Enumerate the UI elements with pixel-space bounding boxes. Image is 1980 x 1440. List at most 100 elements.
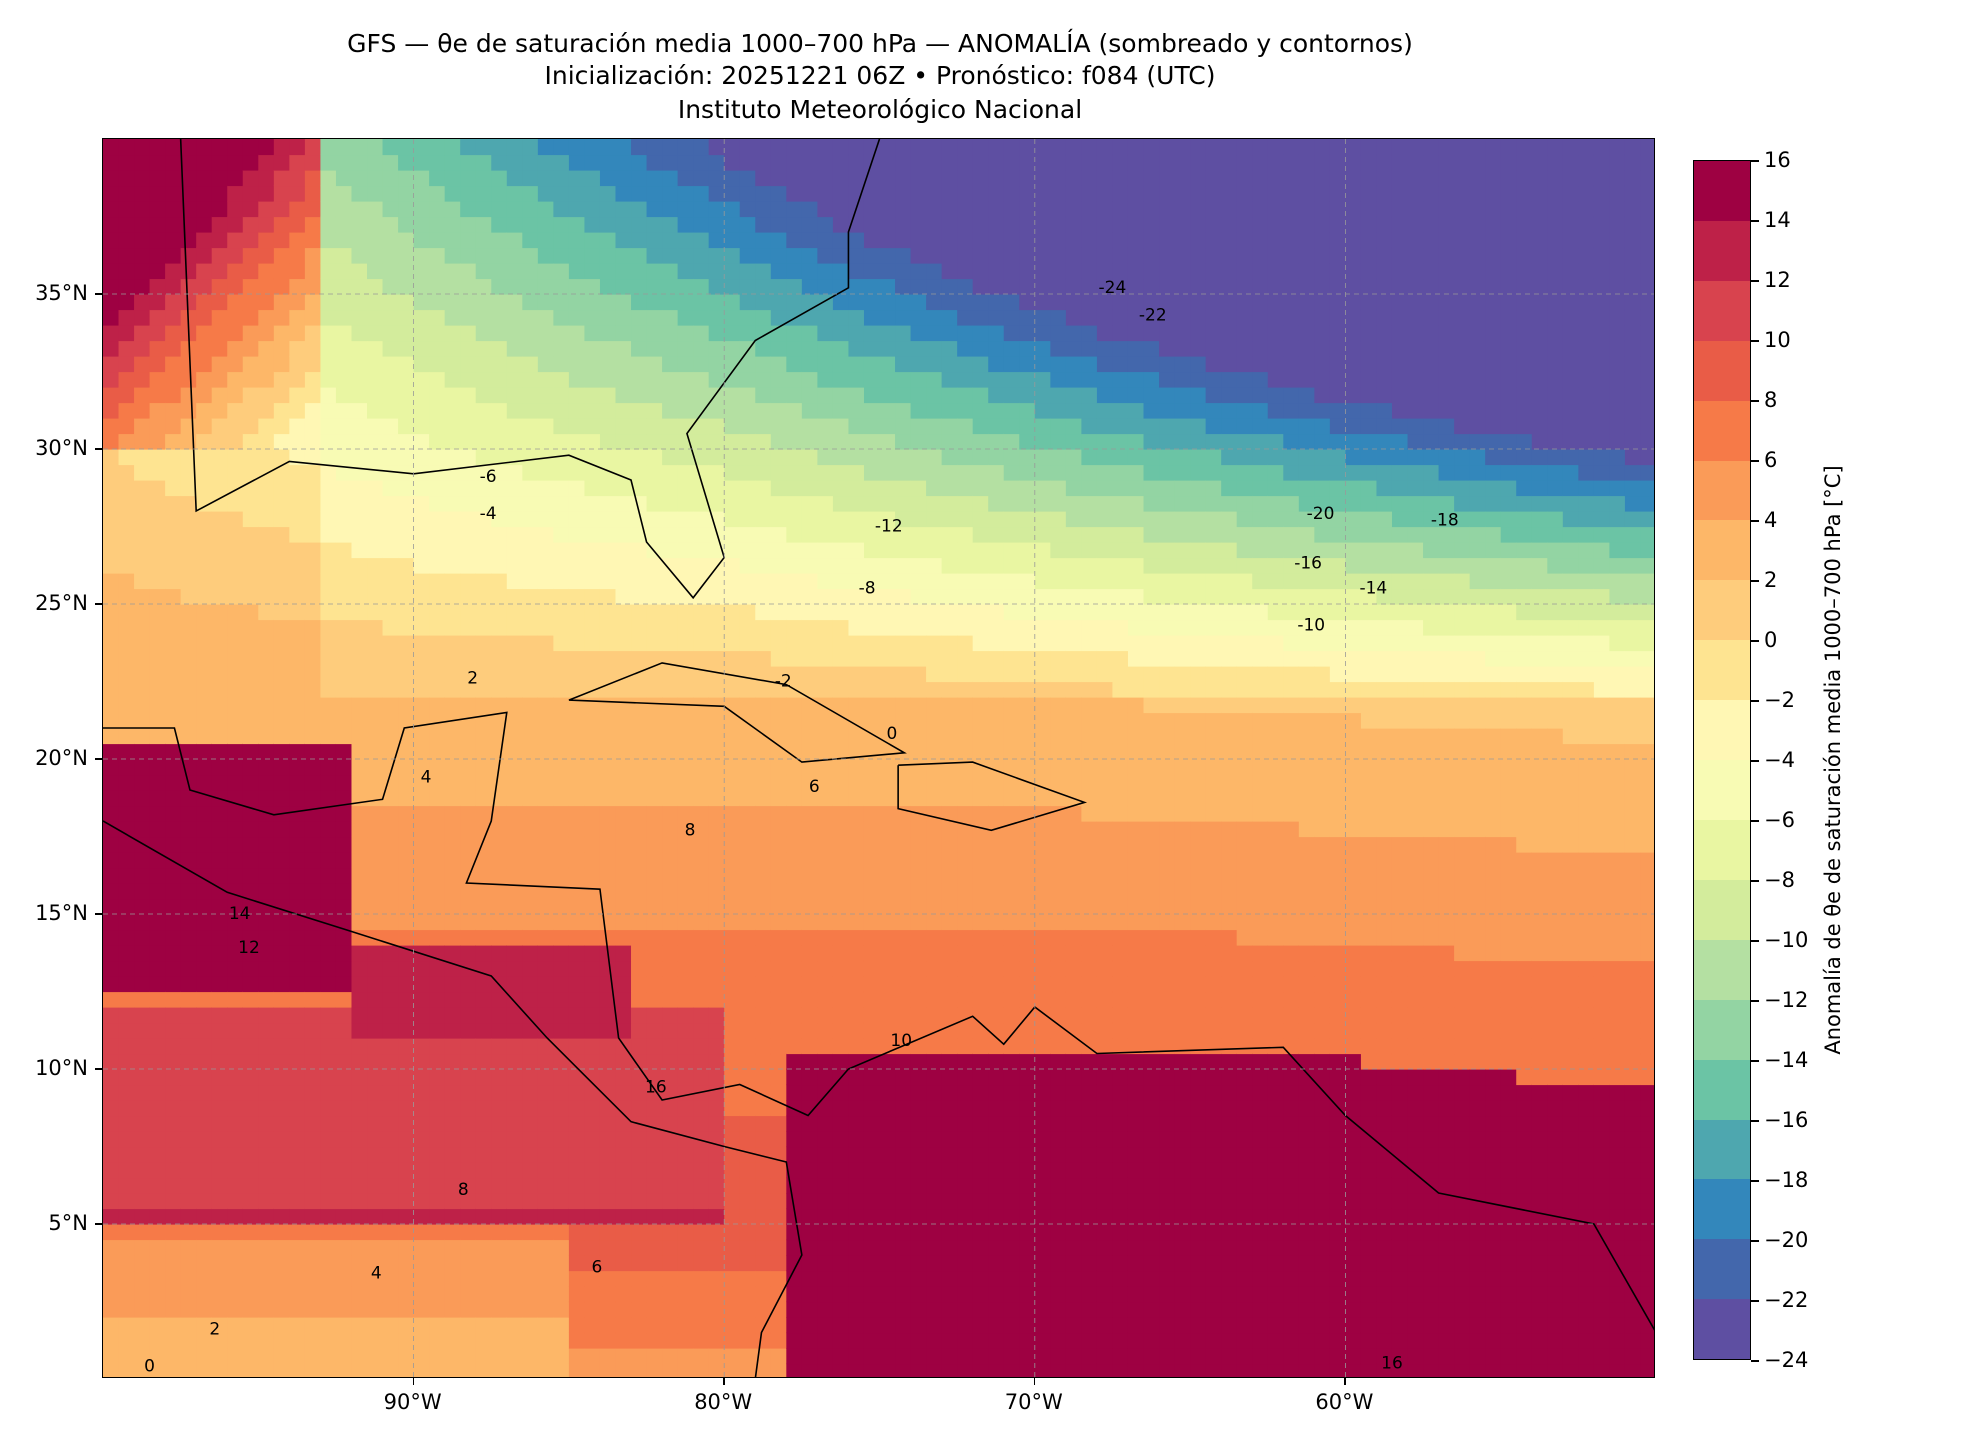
field-cell <box>568 1255 586 1272</box>
field-cell <box>382 1131 399 1148</box>
field-cell <box>1034 340 1051 357</box>
field-cell <box>988 867 1005 884</box>
field-cell <box>320 1332 337 1349</box>
field-cell <box>662 154 679 171</box>
field-cell <box>972 356 989 373</box>
field-cell <box>506 464 523 481</box>
field-cell <box>242 1332 259 1349</box>
field-cell <box>957 1301 974 1318</box>
field-cell <box>801 1348 818 1365</box>
field-cell <box>972 542 989 559</box>
field-cell <box>320 1286 337 1303</box>
field-cell <box>351 635 368 652</box>
field-cell <box>988 898 1005 915</box>
field-cell <box>801 976 818 993</box>
field-cell <box>1065 1332 1082 1349</box>
field-cell <box>258 1301 275 1318</box>
field-cell <box>599 278 617 295</box>
field-cell <box>801 681 818 698</box>
field-cell <box>335 914 353 931</box>
field-cell <box>351 185 368 202</box>
field-cell <box>413 542 430 559</box>
field-cell <box>398 1146 415 1163</box>
field-cell <box>724 821 741 838</box>
field-cell <box>273 1286 290 1303</box>
field-cell <box>413 247 430 264</box>
field-cell <box>568 1162 586 1179</box>
field-cell <box>972 309 989 326</box>
field-cell <box>491 991 508 1008</box>
field-cell <box>149 139 166 156</box>
field-cell <box>165 960 182 977</box>
field-cell <box>568 1069 586 1086</box>
field-cell <box>320 666 337 683</box>
field-cell <box>708 449 725 466</box>
field-cell <box>910 1208 927 1225</box>
field-cell <box>506 790 523 807</box>
field-cell <box>289 588 306 605</box>
field-cell <box>289 232 306 249</box>
field-cell <box>444 852 461 869</box>
field-cell <box>103 883 120 900</box>
field-cell <box>320 759 337 776</box>
field-cell <box>615 604 632 621</box>
field-cell <box>289 635 306 652</box>
field-cell <box>460 588 477 605</box>
field-cell <box>413 759 430 776</box>
field-cell <box>1050 449 1067 466</box>
field-cell <box>351 294 368 311</box>
field-cell <box>196 340 213 357</box>
field-cell <box>103 340 120 357</box>
field-cell <box>398 805 415 822</box>
field-cell <box>537 557 554 574</box>
field-cell <box>537 387 554 404</box>
field-cell <box>972 805 989 822</box>
field-cell <box>817 1007 834 1024</box>
field-cell <box>491 1363 508 1377</box>
field-cell <box>475 1022 492 1039</box>
field-cell <box>335 309 353 326</box>
field-cell <box>165 247 182 264</box>
field-cell <box>320 650 337 667</box>
field-cell <box>910 960 927 977</box>
field-cell <box>1003 743 1020 760</box>
field-cell <box>413 1053 430 1070</box>
field-cell <box>817 1115 834 1132</box>
field-cell <box>180 1146 197 1163</box>
field-cell <box>335 480 353 497</box>
field-cell <box>941 1146 958 1163</box>
field-cell <box>475 1038 492 1055</box>
field-cell <box>522 1177 539 1194</box>
field-cell <box>848 883 865 900</box>
field-cell <box>506 1286 523 1303</box>
field-cell <box>118 216 135 233</box>
field-cell <box>584 1286 601 1303</box>
field-cell <box>941 1348 958 1365</box>
field-cell <box>895 232 912 249</box>
field-cell <box>165 1177 182 1194</box>
field-cell <box>584 697 601 714</box>
field-cell <box>320 325 337 342</box>
field-cell <box>460 278 477 295</box>
field-cell <box>537 371 554 388</box>
field-cell <box>118 294 135 311</box>
field-cell <box>568 340 586 357</box>
field-cell <box>693 387 710 404</box>
field-cell <box>770 511 787 528</box>
field-cell <box>615 170 632 187</box>
field-cell <box>149 712 166 729</box>
field-cell <box>739 464 756 481</box>
field-cell <box>258 557 275 574</box>
field-cell <box>475 867 492 884</box>
field-cell <box>1050 1162 1067 1179</box>
field-cell <box>273 495 290 512</box>
field-cell <box>506 1363 523 1377</box>
field-cell <box>755 170 772 187</box>
field-cell <box>879 712 896 729</box>
field-cell <box>460 697 477 714</box>
field-cell <box>398 1270 415 1287</box>
field-cell <box>988 294 1005 311</box>
field-cell <box>429 1317 446 1334</box>
field-cell <box>988 1115 1005 1132</box>
field-cell <box>677 542 694 559</box>
